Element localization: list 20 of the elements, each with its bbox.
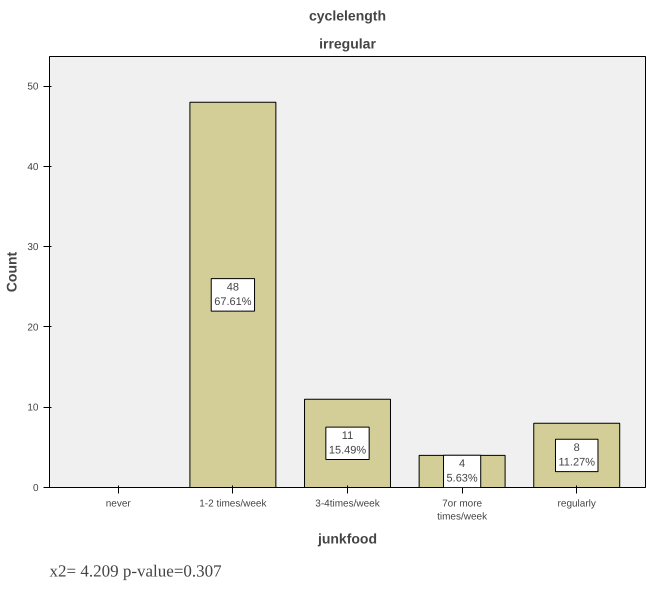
- y-tick-label: 40: [27, 162, 39, 173]
- x-tick-label: 1-2 times/week: [199, 498, 268, 510]
- y-tick-label: 10: [27, 402, 39, 414]
- data-label: 4 5.63%: [446, 458, 478, 485]
- data-label: 8 11.27%: [558, 442, 596, 469]
- y-tick-label: 30: [27, 242, 39, 254]
- text: x2= 4.209 p-value=0.307: [50, 562, 222, 580]
- x-axis-title: junkfood: [316, 530, 378, 547]
- x-tick-label: regularly: [558, 498, 596, 510]
- x-tick-label: 7or more times/week: [437, 498, 488, 523]
- y-axis-title: Count: [3, 251, 20, 292]
- y-tick-label: 20: [27, 322, 39, 334]
- data-label: 11 15.49%: [328, 430, 366, 457]
- chart-subtitle: irregular: [319, 36, 376, 52]
- x-tick-label: never: [106, 498, 132, 510]
- data-label: 48 67.61%: [214, 282, 252, 308]
- chart-title: cyclelength: [308, 8, 386, 24]
- x-tick-label: 3-4times/week: [315, 498, 381, 510]
- y-tick-label: 0: [32, 483, 39, 494]
- y-tick-label: 50: [27, 82, 39, 93]
